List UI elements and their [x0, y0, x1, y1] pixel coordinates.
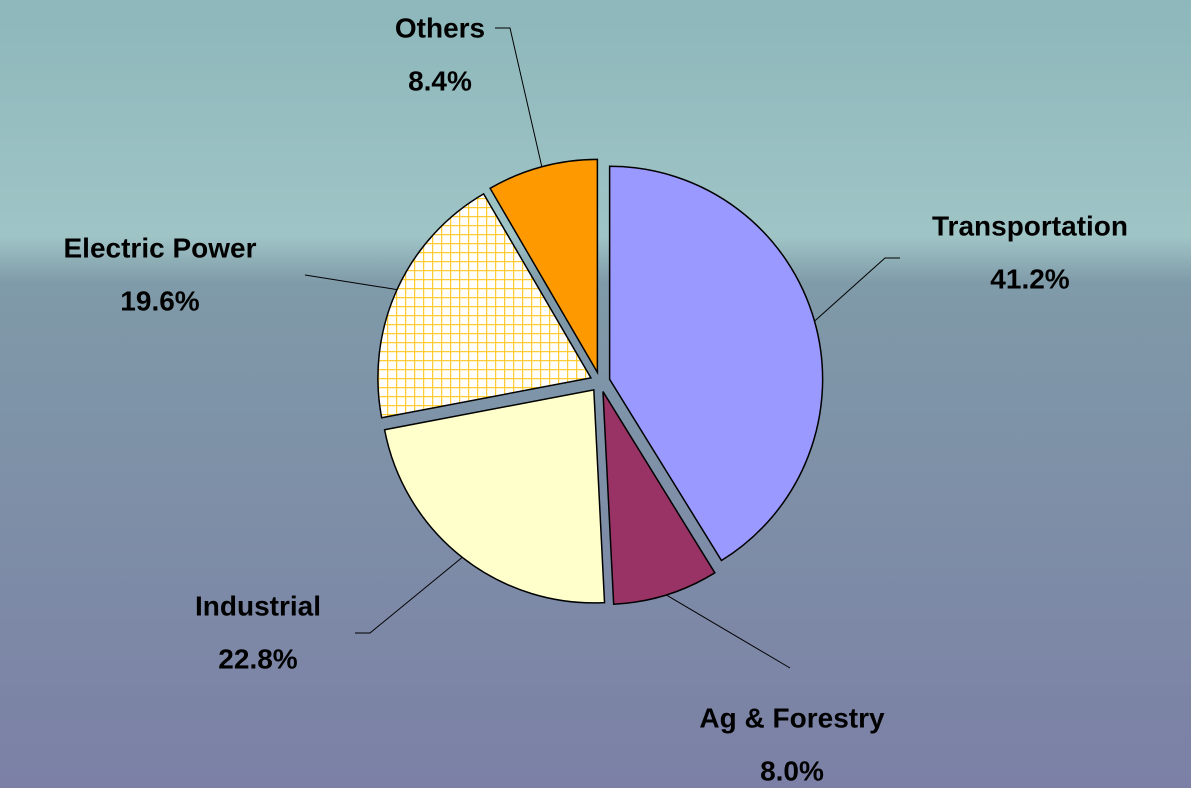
- value-label: 41.2%: [990, 263, 1069, 294]
- background: [0, 0, 1191, 788]
- value-label: 8.0%: [760, 755, 824, 786]
- value-label: 19.6%: [120, 285, 199, 316]
- chart: Transportation 41.2% Ag & Forestry 8.0% Indu…: [0, 0, 1191, 788]
- slice-label: Others: [395, 12, 485, 43]
- value-label: 22.8%: [218, 643, 297, 674]
- slice-label: Electric Power: [64, 232, 257, 263]
- slice-label: Industrial: [195, 590, 321, 621]
- slice-label: Ag & Forestry: [699, 702, 885, 733]
- value-label: 8.4%: [408, 65, 472, 96]
- slice-label: Transportation: [932, 210, 1128, 241]
